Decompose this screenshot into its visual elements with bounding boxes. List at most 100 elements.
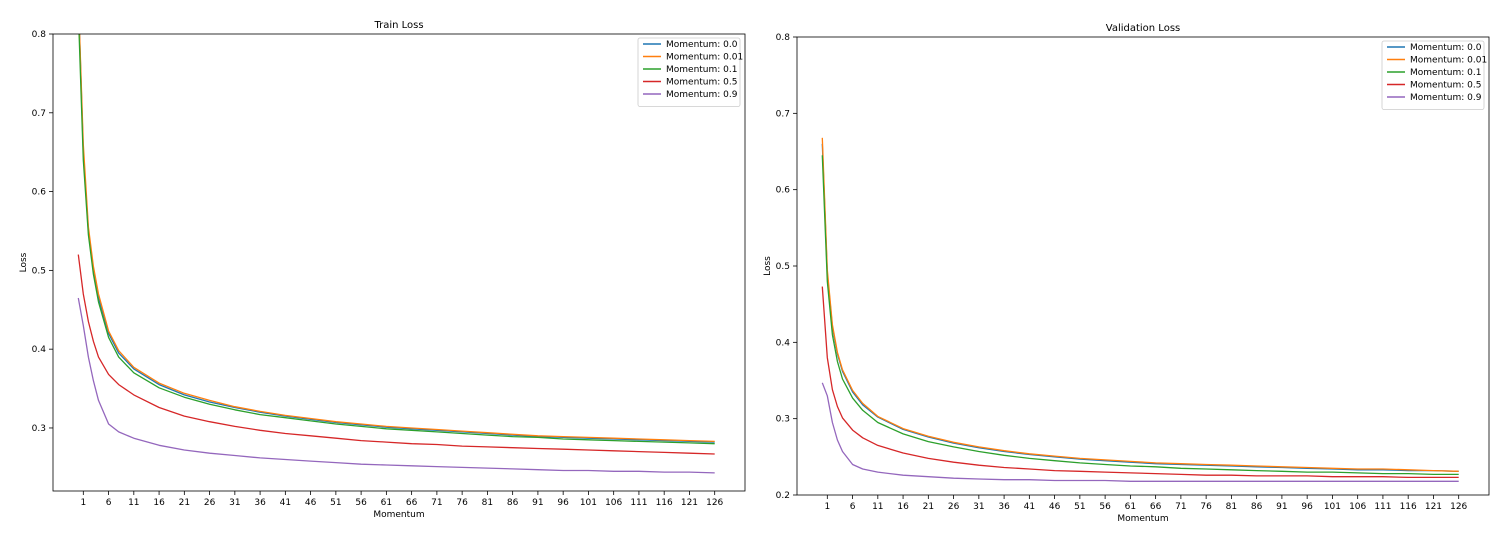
legend-entry: Momentum: 0.1	[1410, 68, 1482, 78]
y-tick-label: 0.3	[776, 415, 790, 425]
x-tick-label: 41	[280, 498, 291, 508]
x-tick-label: 11	[872, 502, 883, 512]
legend: Momentum: 0.0 Momentum: 0.01 Momentum: 0.1…	[1381, 40, 1487, 110]
legend-entry: Momentum: 0.0	[666, 40, 738, 50]
x-tick-label: 6	[850, 502, 856, 512]
y-tick-label: 0.8	[32, 30, 47, 40]
x-tick-label: 121	[1425, 502, 1442, 512]
x-tick-label: 101	[580, 498, 597, 508]
x-tick-label: 91	[532, 498, 543, 508]
x-tick-label: 16	[153, 498, 165, 508]
y-tick-label: 0.4	[776, 338, 791, 348]
series-line-5	[77, 297, 715, 474]
y-axis-label: Loss	[19, 252, 29, 272]
x-tick-label: 116	[1400, 502, 1417, 512]
x-tick-label: 81	[1226, 502, 1237, 512]
y-tick-label: 0.5	[32, 266, 46, 276]
legend-box	[637, 37, 741, 107]
series-lines	[77, 34, 715, 474]
y-tick-label: 0.7	[32, 109, 46, 119]
y-tick-label: 0.7	[776, 109, 790, 119]
x-tick-label: 21	[923, 502, 934, 512]
x-tick-label: 11	[128, 498, 139, 508]
x-tick-label: 91	[1276, 502, 1287, 512]
series-line-2	[821, 137, 1459, 472]
chart-2: 1 6 11 16 21 26 31 36 41 46 51 56 61 66 71 76 81 86 91 96 10…	[763, 23, 1490, 524]
legend-entry: Momentum: 0.5	[666, 78, 738, 88]
x-tick-label: 111	[630, 498, 647, 508]
series-line-4	[77, 254, 715, 455]
series-line-5	[821, 382, 1459, 482]
x-tick-label: 86	[1251, 502, 1263, 512]
series-lines	[821, 137, 1459, 482]
y-axis-label: Loss	[763, 256, 773, 276]
x-tick-label: 31	[973, 502, 984, 512]
x-tick-label: 16	[897, 502, 909, 512]
legend-entry: Momentum: 0.5	[1410, 81, 1482, 91]
x-tick-label: 96	[1301, 502, 1313, 512]
chart-title: Validation Loss	[1106, 23, 1181, 34]
y-tick-label: 0.8	[776, 33, 791, 43]
x-tick-label: 106	[1349, 502, 1366, 512]
x-tick-label: 56	[1099, 502, 1111, 512]
legend-entry: Momentum: 0.01	[666, 53, 743, 63]
series-line-3	[821, 155, 1459, 476]
x-axis-label: Momentum	[1117, 514, 1168, 524]
chart-title: Train Loss	[373, 20, 423, 31]
x-tick-label: 36	[254, 498, 266, 508]
y-tick-label: 0.6	[776, 186, 791, 196]
x-tick-label: 46	[1049, 502, 1061, 512]
series-line-3	[78, 34, 715, 445]
legend-entry: Momentum: 0.9	[1410, 93, 1482, 103]
x-axis-label: Momentum	[373, 510, 424, 520]
x-tick-label: 31	[229, 498, 240, 508]
series-line-1	[78, 34, 715, 443]
x-tick-label: 1	[824, 502, 830, 512]
y-tick-label: 0.6	[32, 188, 47, 198]
legend-entry: Momentum: 0.9	[666, 90, 738, 100]
chart-1: 1 6 11 16 21 26 31 36 41 46 51 56 61 66 71 76 81 86 91 96 10…	[19, 20, 746, 520]
x-tick-label: 46	[305, 498, 317, 508]
legend-entry: Momentum: 0.0	[1410, 43, 1482, 53]
x-tick-label: 121	[681, 498, 698, 508]
x-tick-label: 61	[381, 498, 392, 508]
x-tick-label: 26	[204, 498, 216, 508]
x-tick-label: 101	[1324, 502, 1341, 512]
legend-entry: Momentum: 0.01	[1410, 56, 1487, 66]
series-line-1	[821, 143, 1459, 472]
x-tick-label: 76	[456, 498, 468, 508]
x-tick-label: 61	[1125, 502, 1136, 512]
x-tick-label: 51	[330, 498, 341, 508]
x-tick-label: 111	[1374, 502, 1391, 512]
x-tick-label: 1	[80, 498, 86, 508]
x-tick-label: 6	[106, 498, 112, 508]
series-line-2	[78, 34, 715, 443]
legend-box	[1381, 40, 1485, 110]
legend: Momentum: 0.0 Momentum: 0.01 Momentum: 0.1…	[637, 37, 743, 107]
series-line-4	[821, 286, 1459, 479]
y-tick-label: 0.3	[32, 424, 46, 434]
x-tick-label: 76	[1200, 502, 1212, 512]
x-tick-label: 86	[507, 498, 519, 508]
y-tick-label: 0.2	[776, 491, 790, 501]
x-tick-label: 56	[355, 498, 367, 508]
x-tick-label: 26	[948, 502, 960, 512]
y-tick-label: 0.4	[32, 345, 47, 355]
x-tick-label: 66	[406, 498, 418, 508]
x-tick-label: 51	[1074, 502, 1085, 512]
x-tick-label: 41	[1024, 502, 1035, 512]
x-tick-label: 66	[1150, 502, 1162, 512]
x-tick-label: 21	[179, 498, 190, 508]
x-tick-label: 96	[557, 498, 569, 508]
x-tick-label: 81	[482, 498, 493, 508]
x-tick-label: 71	[431, 498, 442, 508]
x-tick-label: 36	[998, 502, 1010, 512]
legend-entry: Momentum: 0.1	[666, 65, 738, 75]
x-tick-label: 106	[605, 498, 622, 508]
x-tick-label: 126	[706, 498, 723, 508]
x-tick-label: 71	[1175, 502, 1186, 512]
x-tick-label: 116	[656, 498, 673, 508]
axes-frame	[52, 33, 746, 492]
x-tick-label: 126	[1450, 502, 1467, 512]
